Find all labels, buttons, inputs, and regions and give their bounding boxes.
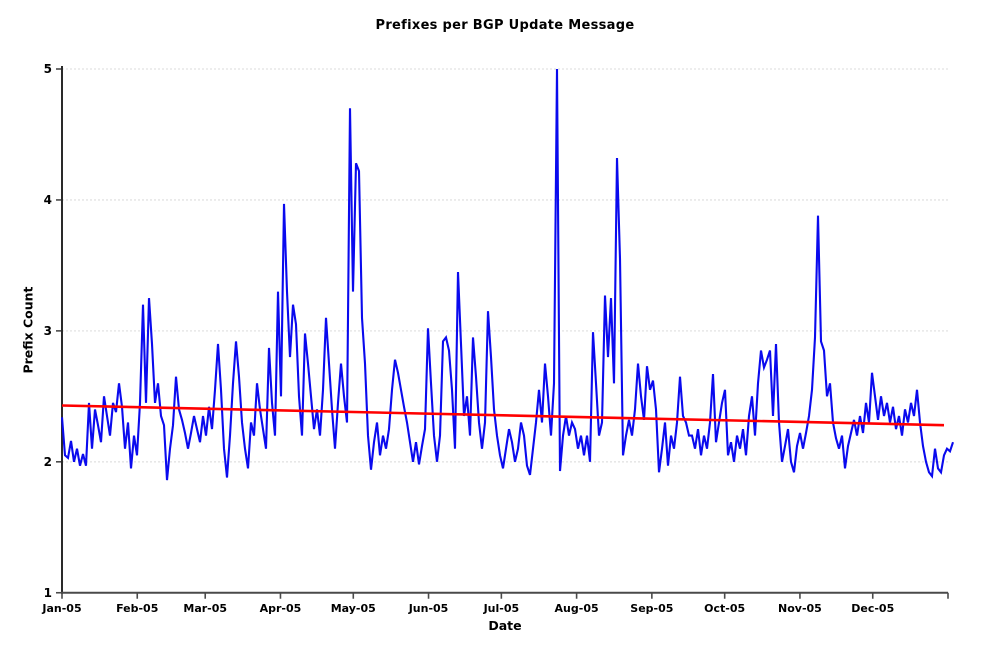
- y-tick-label: 4: [44, 193, 52, 207]
- x-tick-label: Jul-05: [483, 602, 520, 615]
- x-tick-label: Jan-05: [41, 602, 81, 615]
- x-tick-label: Mar-05: [183, 602, 227, 615]
- x-tick-label: Sep-05: [630, 602, 673, 615]
- series-line: [60, 68, 954, 481]
- x-tick-label: Nov-05: [778, 602, 822, 615]
- y-tick-label: 2: [44, 455, 52, 469]
- chart-title: Prefixes per BGP Update Message: [375, 18, 635, 33]
- y-tick-label: 5: [44, 62, 52, 76]
- x-tick-label: Oct-05: [704, 602, 745, 615]
- y-tick-label: 1: [44, 586, 52, 600]
- x-tick-label: Jun-05: [408, 602, 449, 615]
- y-tick-label: 3: [44, 324, 52, 338]
- x-tick-label: May-05: [331, 602, 376, 615]
- trend-line: [61, 404, 945, 427]
- x-tick-label: Dec-05: [851, 602, 894, 615]
- x-tick-label: Aug-05: [555, 602, 599, 615]
- x-tick-label: Feb-05: [116, 602, 158, 615]
- x-tick-label: Apr-05: [260, 602, 302, 615]
- x-axis-title: Date: [488, 618, 522, 633]
